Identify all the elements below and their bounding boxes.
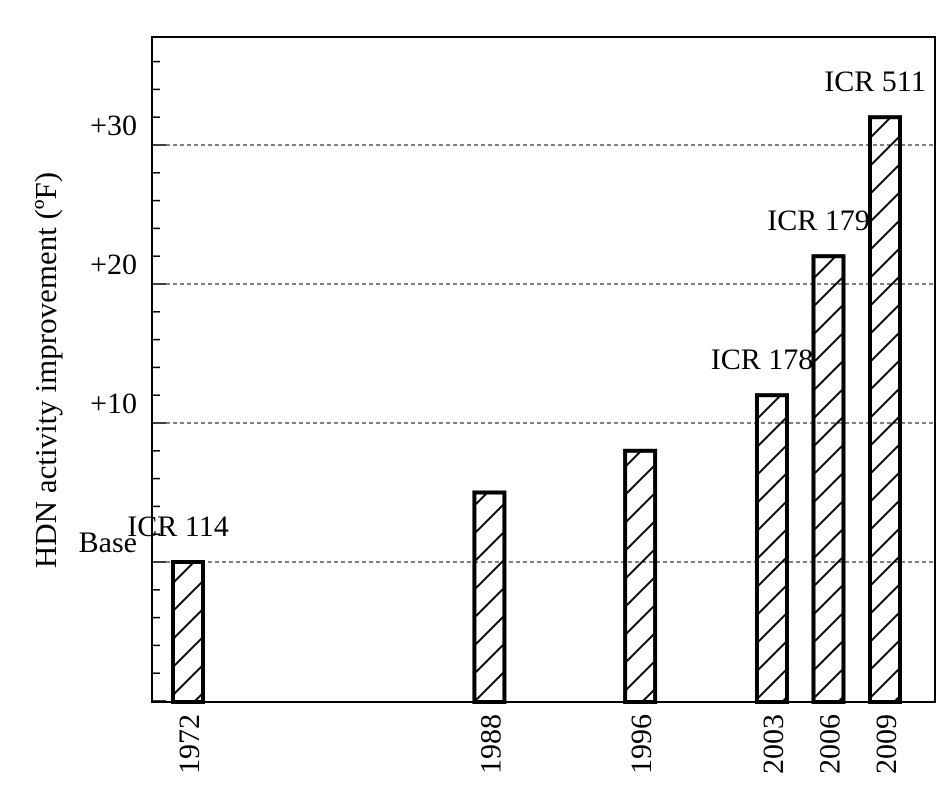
bar: [623, 448, 658, 704]
x-tick-label: 2009: [870, 714, 903, 774]
plot-frame: [151, 36, 936, 703]
x-tick-label: 1988: [474, 714, 507, 774]
bar: [472, 490, 507, 704]
labels: ICR 114 1972 1988 1996 ICR 178 2003 ICR 179 200…: [79, 65, 926, 774]
bar: [754, 393, 789, 704]
axes: [151, 36, 936, 703]
x-tick-label: 2006: [813, 714, 846, 774]
bar: [868, 115, 902, 704]
bar: [811, 254, 846, 704]
y-tick-label: +10: [90, 387, 137, 420]
reference-lines: [152, 144, 935, 563]
y-tick-label: Base: [79, 526, 137, 559]
x-tick-label: 1972: [173, 714, 206, 774]
y-axis-label: HDN activity improvement (ºF): [28, 172, 63, 568]
y-axis-ticks: [152, 60, 166, 702]
x-tick-label: 1996: [625, 714, 658, 774]
bar-label: ICR 178: [711, 343, 814, 376]
bar-label: ICR 179: [767, 204, 870, 237]
bar-label: ICR 114: [127, 510, 228, 543]
x-tick-label: 2003: [757, 714, 790, 774]
bar-label: ICR 511: [824, 65, 925, 98]
bar: [171, 560, 205, 704]
y-tick-label: +20: [90, 248, 137, 281]
y-tick-label: +30: [90, 109, 137, 142]
